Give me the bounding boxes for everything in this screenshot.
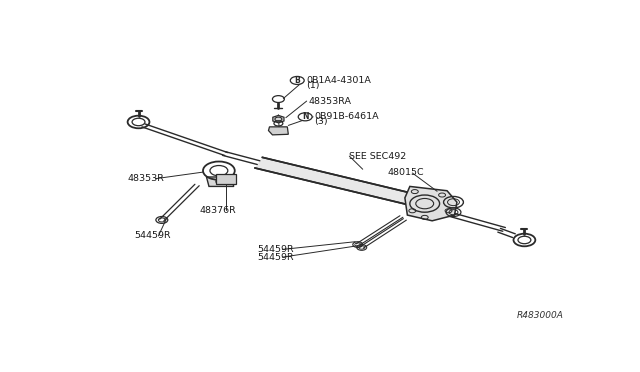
Polygon shape <box>255 157 421 206</box>
Text: 54459R: 54459R <box>257 245 294 254</box>
Text: 48353RA: 48353RA <box>308 97 351 106</box>
Text: 48353R: 48353R <box>127 174 164 183</box>
Polygon shape <box>269 127 289 135</box>
Text: 0B1A4-4301A: 0B1A4-4301A <box>306 76 371 85</box>
Text: 54459R: 54459R <box>257 253 294 262</box>
Polygon shape <box>216 174 236 183</box>
Text: B: B <box>294 76 300 85</box>
Text: (1): (1) <box>306 81 319 90</box>
Text: 48015C: 48015C <box>388 168 424 177</box>
Text: R483000A: R483000A <box>516 311 564 320</box>
Polygon shape <box>207 177 234 186</box>
Text: (3): (3) <box>314 118 328 126</box>
Polygon shape <box>405 186 457 221</box>
Text: 54459R: 54459R <box>134 231 171 240</box>
Circle shape <box>298 113 312 121</box>
Text: 0B91B-6461A: 0B91B-6461A <box>314 112 379 121</box>
Text: 48376R: 48376R <box>199 206 236 215</box>
Text: N: N <box>302 112 308 121</box>
Polygon shape <box>273 115 284 123</box>
Circle shape <box>291 76 304 84</box>
Text: SEE SEC492: SEE SEC492 <box>349 151 406 161</box>
